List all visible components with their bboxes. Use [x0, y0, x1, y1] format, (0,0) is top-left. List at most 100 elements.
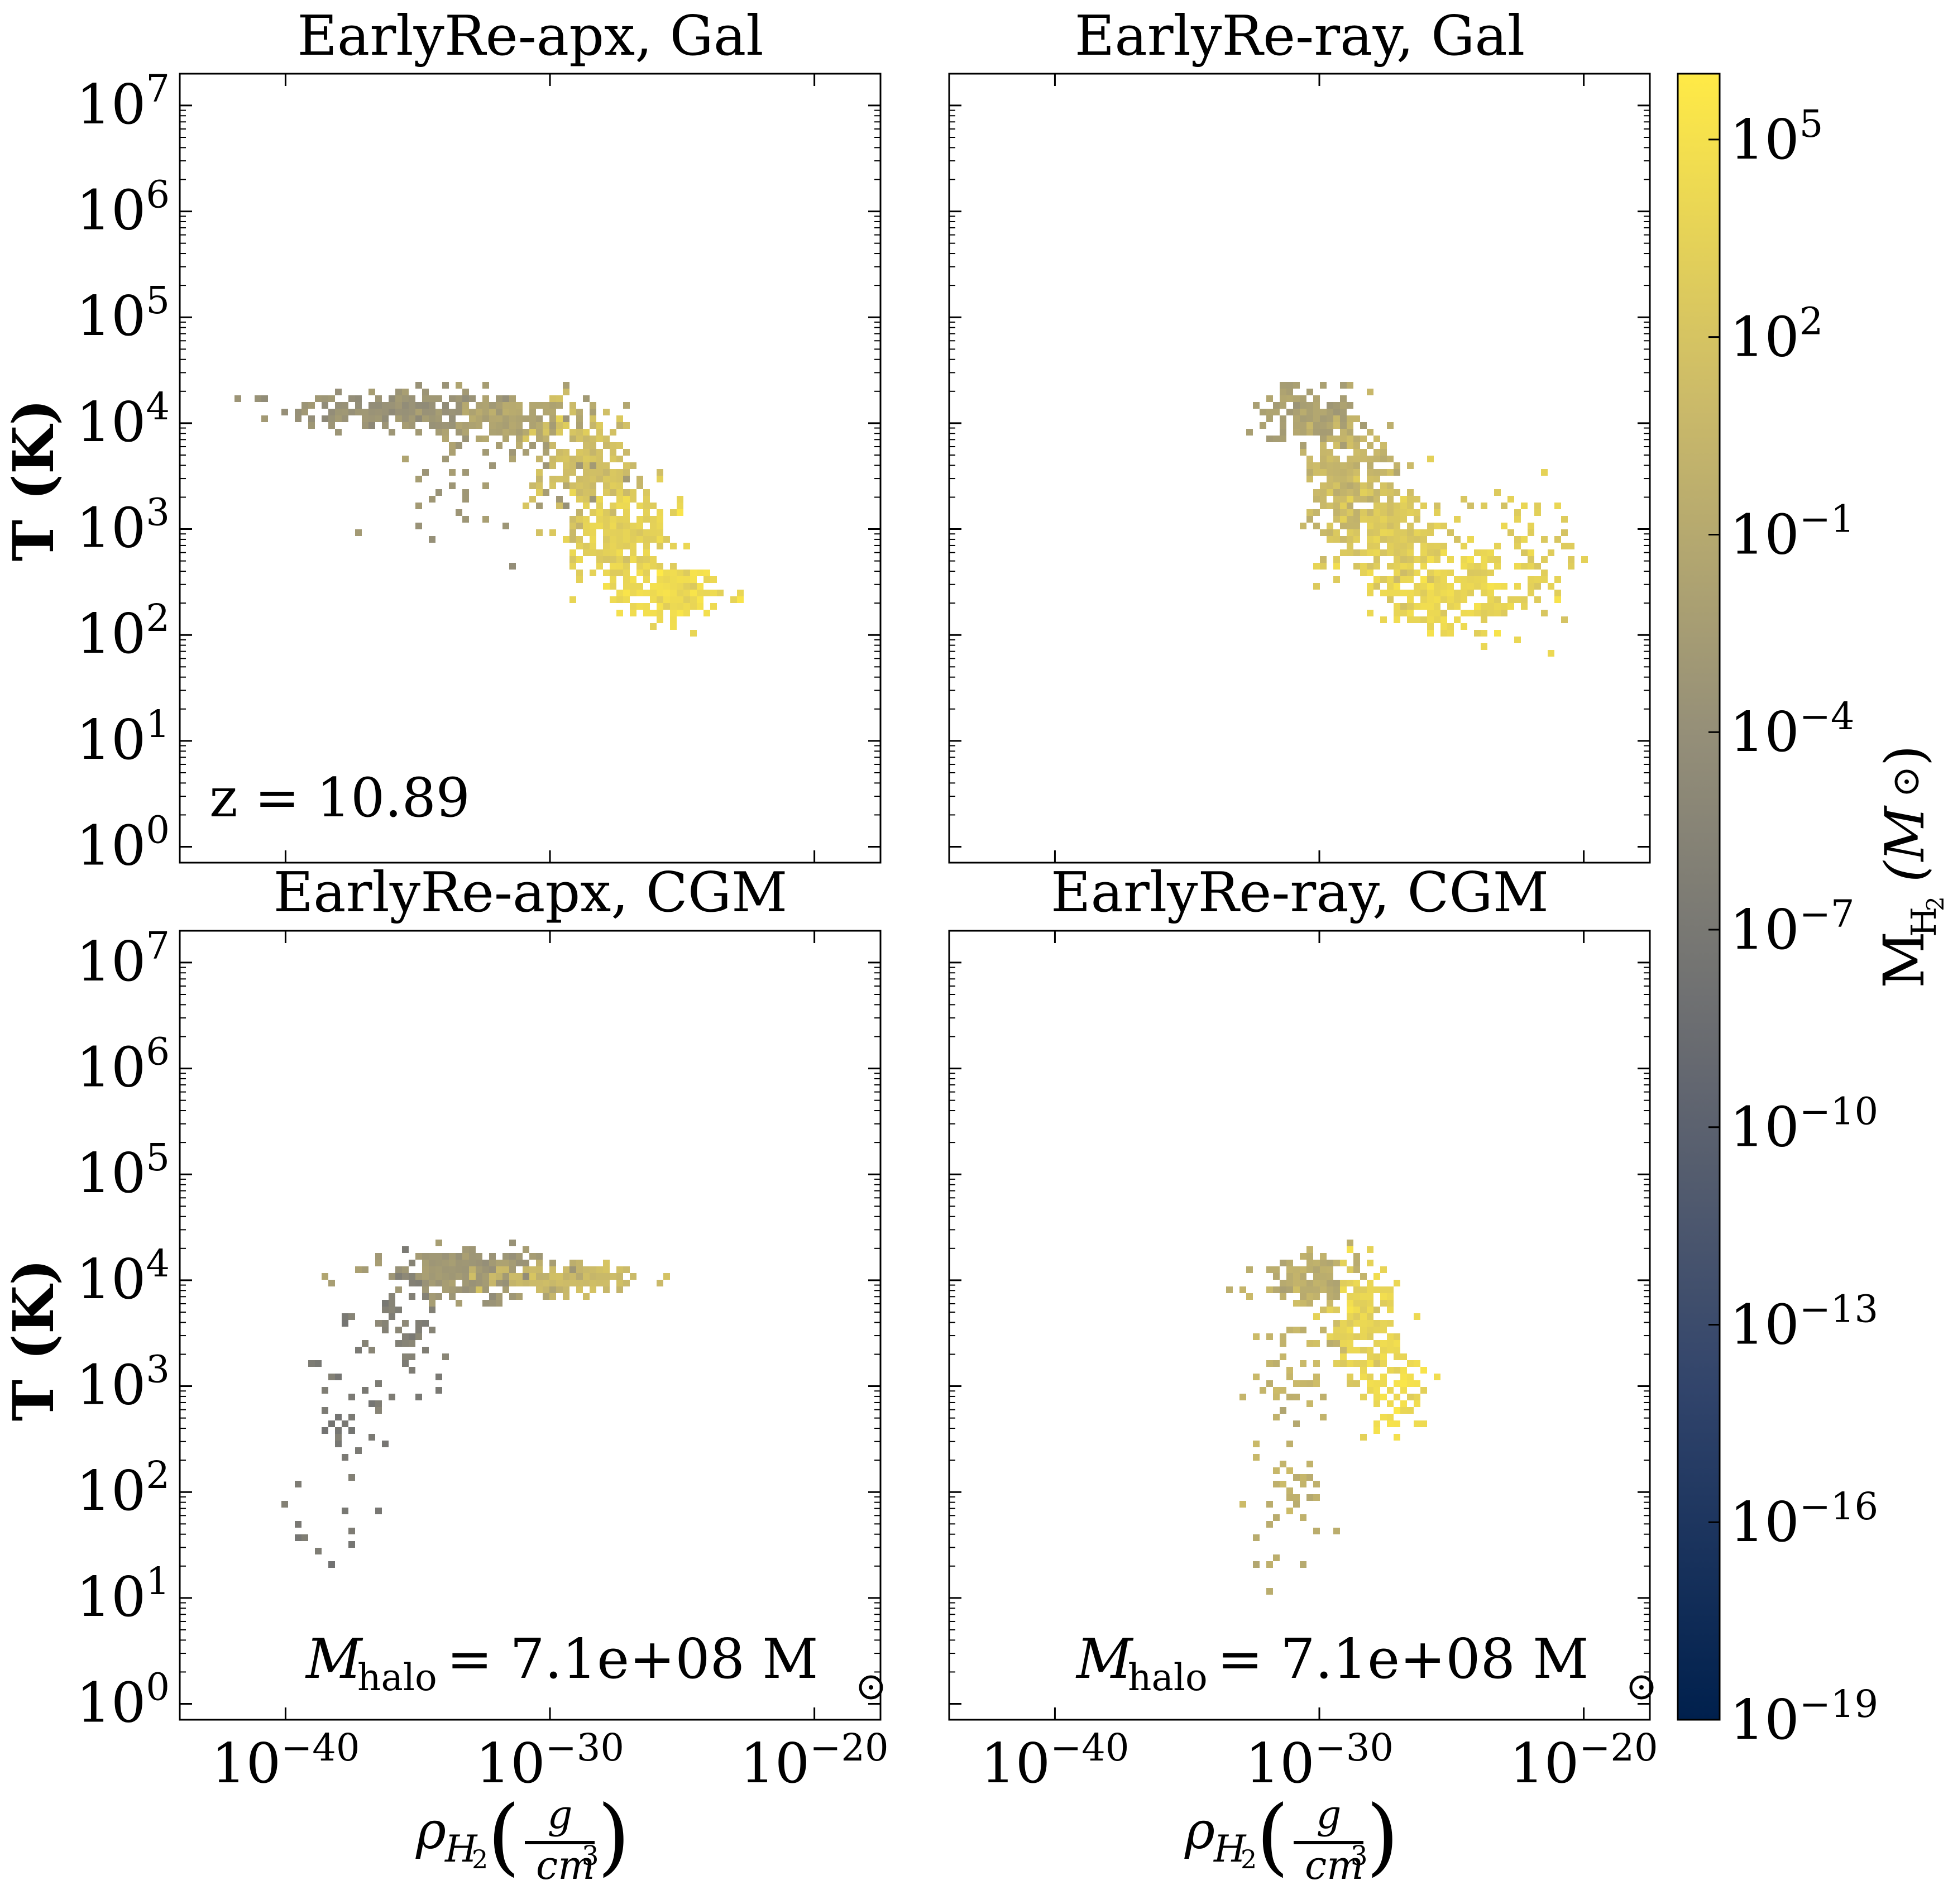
heatmap-cell	[1561, 516, 1568, 523]
heatmap-cell	[1293, 1327, 1300, 1333]
heatmap-cell	[1340, 1280, 1347, 1286]
heatmap-cell	[1387, 482, 1394, 489]
y-tick-label: 101	[76, 702, 170, 772]
heatmap-cell	[435, 1240, 442, 1246]
heatmap-cell	[549, 482, 556, 489]
heatmap-cell	[1347, 456, 1353, 462]
heatmap-cell	[603, 583, 610, 590]
heatmap-cell	[1461, 556, 1467, 563]
heatmap-cell	[683, 576, 690, 583]
heatmap-cell	[683, 543, 690, 549]
heatmap-cell	[697, 590, 703, 596]
heatmap-cell	[569, 1260, 576, 1266]
heatmap-cell	[442, 1280, 449, 1286]
heatmap-cell	[1327, 1307, 1333, 1313]
heatmap-cell	[1353, 516, 1360, 523]
heatmap-cell	[670, 603, 677, 610]
heatmap-cell	[1387, 536, 1394, 543]
heatmap-cell	[1367, 1286, 1373, 1293]
heatmap-cell	[590, 482, 596, 489]
heatmap-cell	[657, 590, 663, 596]
heatmap-cell	[590, 462, 596, 469]
heatmap-cell	[1427, 610, 1434, 616]
heatmap-cell	[261, 395, 268, 402]
heatmap-cell	[429, 1327, 435, 1333]
heatmap-cell	[670, 576, 677, 583]
heatmap-cell	[1387, 469, 1394, 476]
heatmap-cell	[1360, 1360, 1367, 1367]
heatmap-cell	[1293, 382, 1300, 389]
heatmap-cell	[576, 482, 583, 489]
heatmap-cell	[375, 1320, 382, 1327]
heatmap-cell	[476, 1260, 482, 1266]
plot-frame	[179, 73, 882, 864]
heatmap-cell	[536, 429, 543, 436]
heatmap-cell	[616, 536, 623, 543]
heatmap-cell	[703, 610, 710, 616]
heatmap-cell	[670, 616, 677, 623]
heatmap-cell	[1306, 402, 1313, 409]
heatmap-cell	[1353, 496, 1360, 503]
heatmap-cell	[1293, 1494, 1300, 1501]
heatmap-cells	[1226, 1240, 1440, 1595]
heatmap-cell	[1360, 570, 1367, 576]
heatmap-cell	[630, 536, 636, 543]
heatmap-cell	[1474, 549, 1481, 556]
heatmap-cell	[1541, 469, 1548, 476]
heatmap-cell	[636, 590, 643, 596]
heatmap-cell	[1461, 623, 1467, 630]
heatmap-cell	[1461, 543, 1467, 549]
heatmap-cell	[650, 623, 657, 630]
heatmap-cell	[1414, 1394, 1420, 1400]
heatmap-cell	[502, 429, 509, 436]
heatmap-cell	[643, 563, 650, 570]
heatmap-cell	[1347, 476, 1353, 482]
heatmap-cell	[616, 516, 623, 523]
heatmap-cell	[1306, 1266, 1313, 1273]
heatmap-cell	[1280, 402, 1286, 409]
heatmap-cell	[1333, 1293, 1340, 1300]
heatmap-cell	[630, 603, 636, 610]
heatmap-cell	[422, 1286, 429, 1293]
heatmap-cell	[1487, 610, 1494, 616]
heatmap-cell	[1400, 496, 1407, 503]
heatmap-cell	[456, 409, 462, 415]
heatmap-cell	[342, 1420, 348, 1427]
heatmap-cell	[569, 529, 576, 536]
heatmap-cell	[697, 603, 703, 610]
heatmap-cell	[630, 610, 636, 616]
heatmap-cell	[1367, 509, 1373, 516]
heatmap-cell	[1394, 503, 1400, 509]
heatmap-cell	[1400, 556, 1407, 563]
heatmap-cell	[1313, 429, 1320, 436]
heatmap-cell	[1367, 429, 1373, 436]
heatmap-panel-ray-gal	[948, 73, 1651, 864]
heatmap-cell	[603, 509, 610, 516]
heatmap-cell	[576, 543, 583, 549]
heatmap-cell	[1454, 590, 1461, 596]
heatmap-cell	[415, 429, 422, 436]
heatmap-cell	[590, 415, 596, 422]
heatmap-cell	[1394, 1333, 1400, 1340]
heatmap-cell	[1367, 543, 1373, 549]
heatmap-cell	[509, 402, 516, 409]
colorbar-tick-label: 105	[1730, 102, 1823, 172]
heatmap-cell	[1414, 1420, 1420, 1427]
heatmap-cell	[623, 449, 630, 456]
heatmap-cell	[1407, 590, 1414, 596]
heatmap-cell	[1514, 536, 1521, 543]
heatmap-cell	[1481, 570, 1487, 576]
heatmap-cell	[737, 596, 744, 603]
heatmap-cell	[1286, 1508, 1293, 1514]
heatmap-cell	[569, 536, 576, 543]
heatmap-cell	[415, 409, 422, 415]
heatmap-cell	[1400, 503, 1407, 509]
heatmap-cell	[1333, 462, 1340, 469]
heatmap-cell	[616, 489, 623, 496]
heatmap-cell	[1454, 576, 1461, 583]
heatmap-cell	[549, 409, 556, 415]
heatmap-cell	[650, 536, 657, 543]
heatmap-cell	[1414, 536, 1420, 543]
heatmap-cell	[469, 1253, 476, 1260]
heatmap-cell	[1387, 422, 1394, 429]
